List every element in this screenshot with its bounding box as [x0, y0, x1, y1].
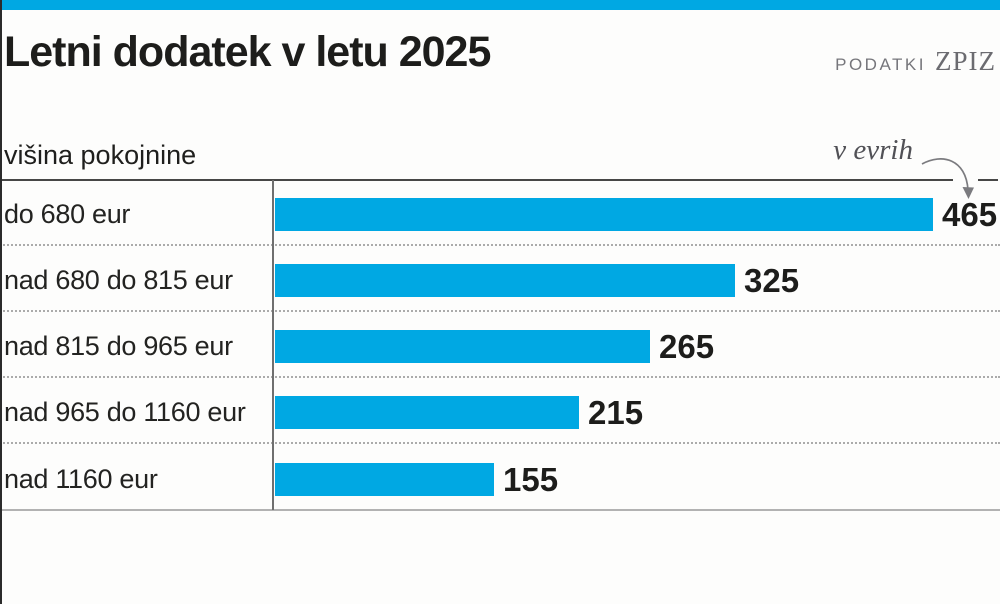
value-label: 265 [659, 327, 715, 365]
bar [275, 330, 650, 363]
axis-title: višina pokojnine [4, 140, 197, 170]
chart-row: nad 815 do 965 eur 265 [0, 312, 1000, 378]
category-label: do 680 eur [4, 199, 131, 229]
value-label: 325 [744, 261, 800, 299]
source-label: PODATKI [835, 55, 926, 74]
chart-row: nad 680 do 815 eur 325 [0, 246, 1000, 312]
chart-row: nad 1160 eur 155 [0, 444, 1000, 510]
chart-row: nad 965 do 1160 eur 215 [0, 378, 1000, 444]
bar [275, 463, 494, 496]
curved-arrow-icon [921, 158, 974, 199]
category-label: nad 815 do 965 eur [4, 331, 233, 361]
unit-note: v evrih [833, 134, 913, 166]
chart-bottom-rule [0, 509, 1000, 511]
value-label: 215 [588, 393, 644, 431]
category-label: nad 1160 eur [4, 464, 158, 494]
chart-rows: do 680 eur 465 nad 680 do 815 eur 325 na… [0, 180, 1000, 510]
category-label: nad 680 do 815 eur [4, 265, 233, 295]
left-edge-border [0, 0, 2, 604]
bar [275, 198, 933, 231]
bar [275, 264, 735, 297]
chart-row: do 680 eur 465 [0, 180, 1000, 246]
value-axis-baseline [272, 180, 274, 510]
page-title: Letni dodatek v letu 2025 [4, 28, 491, 76]
source-credit: PODATKI ZPIZ [835, 46, 996, 77]
source-name: ZPIZ [935, 46, 996, 76]
header-rule-tail [978, 179, 998, 181]
header-rule [0, 179, 953, 181]
bar [275, 396, 579, 429]
value-label: 465 [942, 195, 998, 233]
category-label: nad 965 do 1160 eur [4, 397, 246, 427]
accent-strip [0, 0, 1000, 10]
value-label: 155 [503, 460, 559, 498]
